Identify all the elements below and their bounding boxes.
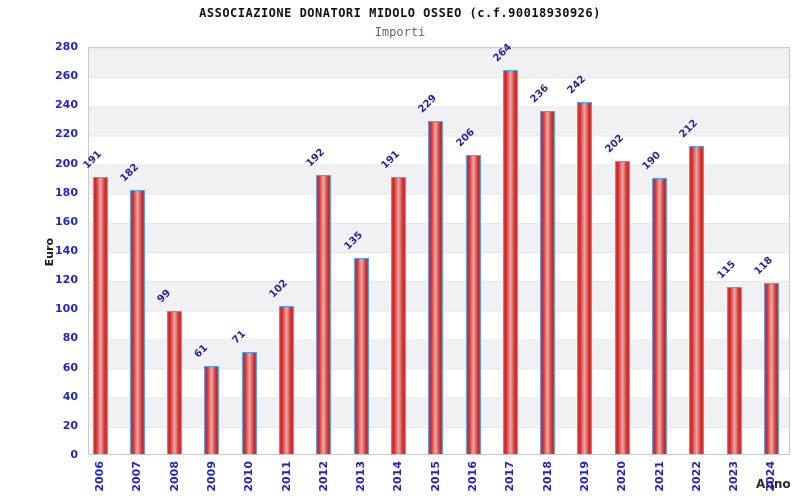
bar-2016 <box>465 154 481 454</box>
x-tick-label: 2020 <box>615 461 629 492</box>
x-tick-label: 2011 <box>279 461 293 492</box>
x-tick-label: 2019 <box>577 461 591 492</box>
x-tick-label: 2008 <box>167 461 181 492</box>
y-tick-label: 140 <box>55 244 78 257</box>
x-tick-label: 2021 <box>652 461 666 492</box>
y-tick-label: 240 <box>55 98 78 112</box>
bar-2022 <box>689 146 705 454</box>
bar-2012 <box>316 175 332 454</box>
bar-2008 <box>167 310 183 454</box>
x-tick-label: 2015 <box>428 461 442 492</box>
y-tick-label: 40 <box>62 389 78 403</box>
bar-2021 <box>652 178 667 454</box>
y-tick-label: 80 <box>62 331 78 345</box>
y-tick-label: 220 <box>55 127 78 141</box>
y-tick-label: 160 <box>55 214 78 228</box>
y-tick-label: 0 <box>70 448 78 461</box>
bar-2024 <box>763 283 779 454</box>
bar-2014 <box>390 176 406 454</box>
x-tick-label: 2013 <box>354 461 368 492</box>
x-tick-label: 2022 <box>689 461 703 492</box>
bar-2020 <box>614 160 630 454</box>
chart-subtitle: Importi <box>374 25 426 39</box>
bar-2017 <box>502 70 518 454</box>
bar-2019 <box>577 102 593 454</box>
x-tick-label: 2017 <box>503 461 517 492</box>
y-tick-label: 200 <box>55 156 78 170</box>
bar-2015 <box>428 121 444 454</box>
bar-2018 <box>540 111 556 454</box>
bar-2009 <box>204 366 220 454</box>
y-tick-label: 280 <box>55 40 78 53</box>
y-tick-label: 60 <box>62 360 78 374</box>
y-tick-label: 120 <box>55 273 78 287</box>
y-tick-label: 260 <box>55 69 78 83</box>
x-tick-label: 2024 <box>764 461 778 492</box>
x-tick-label: 2014 <box>391 461 405 492</box>
x-tick-label: 2006 <box>93 461 106 492</box>
x-tick-label: 2012 <box>316 461 330 492</box>
chart-title: ASSOCIAZIONE DONATORI MIDOLO OSSEO (c.f.… <box>199 6 601 20</box>
y-tick-label: 20 <box>62 418 78 432</box>
x-tick-label: 2018 <box>540 461 554 492</box>
x-tick-label: 2009 <box>204 461 218 492</box>
bar-2011 <box>279 306 294 454</box>
y-tick-label: 100 <box>55 302 78 316</box>
bar-2006 <box>92 176 108 454</box>
x-tick-label: 2016 <box>466 461 479 492</box>
y-tick-label: 180 <box>55 185 78 199</box>
x-tick-label: 2023 <box>727 461 741 492</box>
x-tick-label: 2007 <box>130 461 144 492</box>
bar-2023 <box>726 287 742 454</box>
x-tick-label: 2010 <box>242 461 256 492</box>
bar-2007 <box>129 189 145 454</box>
bar-2013 <box>353 258 369 454</box>
x-axis-title: Anno <box>756 477 791 491</box>
bar-2010 <box>241 351 257 454</box>
